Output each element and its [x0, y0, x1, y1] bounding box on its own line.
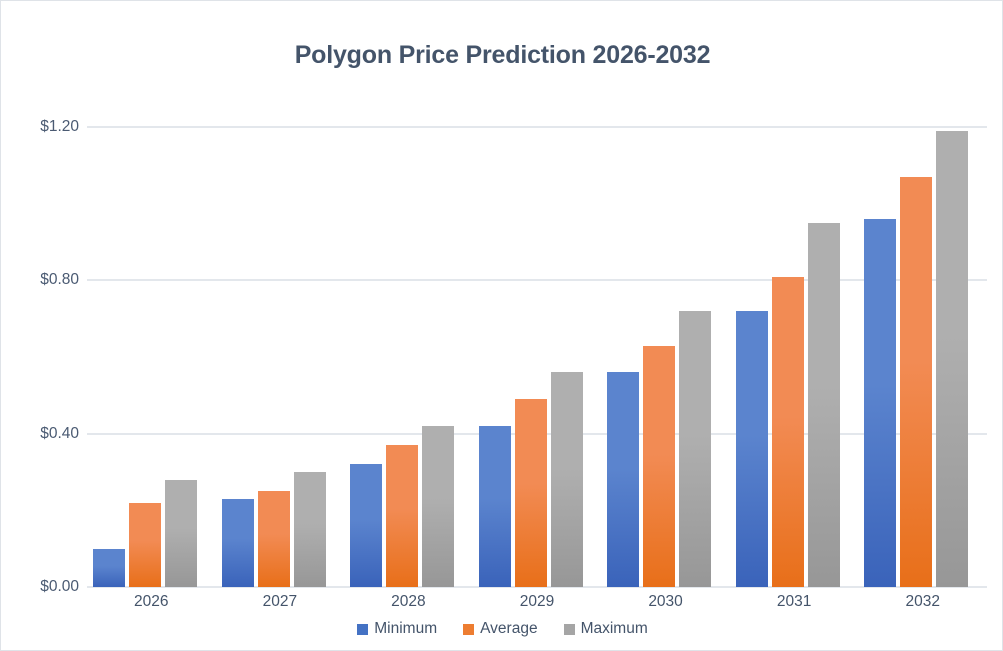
legend-item-minimum[interactable]: Minimum: [357, 620, 437, 638]
bar-group: [730, 127, 859, 587]
bar-average-2032[interactable]: [900, 176, 933, 587]
y-axis-tick-label: $0.40: [40, 424, 79, 442]
bar-maximum-2031[interactable]: [807, 222, 840, 587]
bar-minimum-2027[interactable]: [221, 498, 254, 587]
bar-minimum-2032[interactable]: [864, 219, 897, 587]
x-axis-tick-label: 2028: [391, 593, 426, 610]
bar-group: [87, 127, 216, 587]
bar-maximum-2027[interactable]: [293, 472, 326, 587]
y-axis: $0.00 $0.40 $0.80 $1.20: [1, 118, 79, 595]
x-axis-tick-label: 2029: [519, 593, 555, 610]
x-axis-tick-label: 2031: [776, 593, 812, 610]
bar-group: [473, 127, 602, 587]
bar-average-2026[interactable]: [129, 502, 161, 587]
gridline: [87, 586, 987, 588]
legend-label: Maximum: [580, 620, 648, 637]
y-axis-tick-label: $0.80: [40, 271, 79, 289]
chart-title: Polygon Price Prediction 2026-2032: [294, 41, 711, 69]
bar-average-2028[interactable]: [386, 445, 419, 587]
legend-swatch-icon: [357, 623, 369, 635]
bar-group: [344, 127, 473, 587]
bar-minimum-2031[interactable]: [735, 311, 768, 587]
bar-minimum-2029[interactable]: [478, 426, 511, 587]
y-axis-tick-label: $1.20: [40, 118, 79, 135]
gridline: [87, 126, 987, 128]
legend-item-maximum[interactable]: Maximum: [563, 620, 648, 638]
x-axis-tick-label: 2030: [648, 593, 683, 610]
legend-swatch-icon: [463, 623, 475, 635]
bar-maximum-2029[interactable]: [550, 372, 583, 587]
plot-area: [87, 126, 987, 588]
gridline: [87, 279, 987, 282]
bar-minimum-2030[interactable]: [607, 372, 640, 587]
x-axis-tick-label: 2032: [905, 593, 940, 610]
bar-group: [216, 127, 345, 587]
bar-average-2027[interactable]: [257, 491, 290, 587]
bar-average-2029[interactable]: [514, 399, 547, 587]
bar-group: [601, 127, 730, 587]
x-axis-tick-label: 2027: [262, 593, 298, 610]
legend-label: Minimum: [374, 620, 438, 637]
bar-minimum-2026[interactable]: [93, 548, 125, 587]
x-axis-tick-label: 2026: [134, 593, 169, 610]
legend-label: Average: [480, 620, 538, 637]
y-axis-tick-label: $0.00: [40, 578, 79, 595]
bar-maximum-2032[interactable]: [936, 130, 969, 587]
legend-swatch-icon: [563, 623, 575, 635]
bar-minimum-2028[interactable]: [350, 464, 383, 587]
bar-group: [858, 127, 987, 587]
x-axis: 2026 2027 2028 2029 2030 2031 2032: [87, 589, 987, 615]
bar-maximum-2028[interactable]: [422, 426, 455, 587]
legend-item-average[interactable]: Average: [463, 620, 538, 638]
bar-average-2031[interactable]: [771, 276, 804, 587]
bar-maximum-2030[interactable]: [679, 311, 712, 587]
bar-maximum-2026[interactable]: [165, 479, 197, 587]
chart-legend: Minimum Average Maximum: [1, 620, 1002, 638]
bar-average-2030[interactable]: [643, 345, 676, 587]
